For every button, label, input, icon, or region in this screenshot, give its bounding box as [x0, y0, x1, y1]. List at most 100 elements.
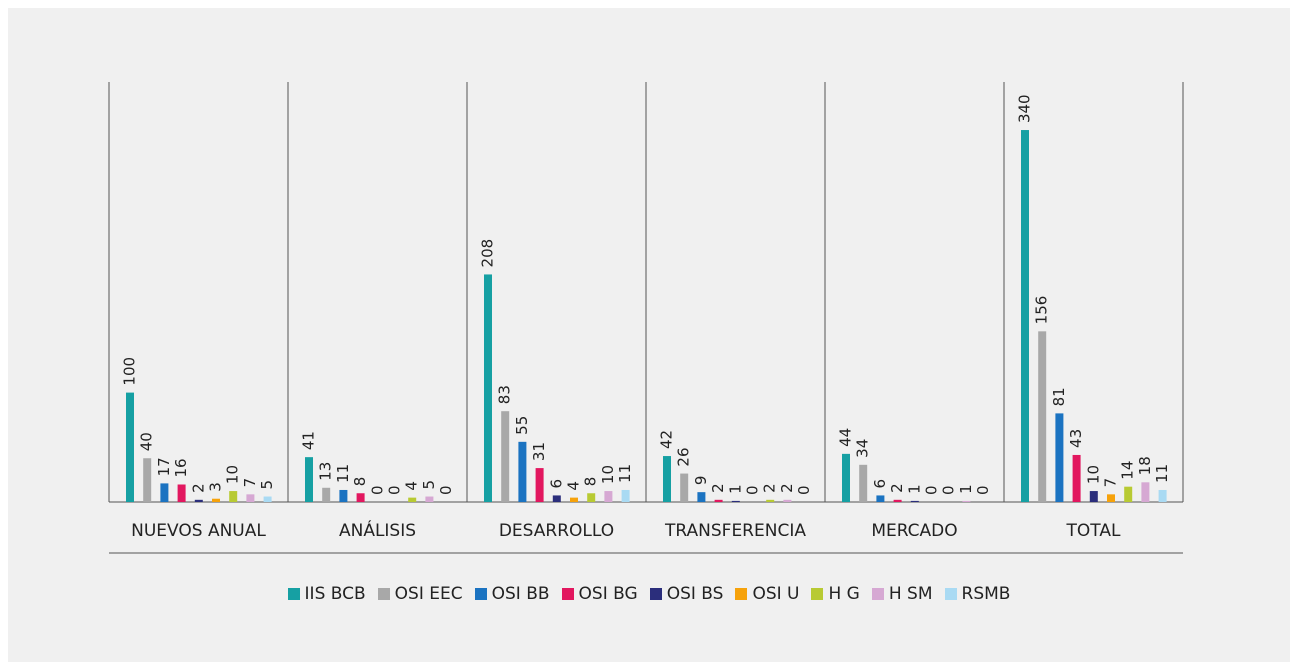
legend-item: RSMB	[944, 584, 1011, 604]
legend-swatch	[811, 588, 824, 600]
data-label: 34	[854, 439, 872, 458]
x-tick-label: ANÁLISIS	[339, 519, 416, 541]
bar	[680, 473, 689, 502]
data-label: 4	[565, 481, 583, 491]
bar	[229, 491, 238, 502]
data-label: 2	[761, 483, 779, 493]
data-label: 44	[837, 428, 855, 447]
legend-label: OSI BS	[666, 584, 724, 604]
data-label: 8	[582, 477, 600, 487]
data-label: 43	[1067, 429, 1085, 448]
legend-label: OSI EEC	[394, 584, 463, 604]
bar	[604, 491, 613, 502]
legend-swatch	[649, 588, 662, 600]
bar	[1038, 331, 1047, 502]
bar	[356, 493, 365, 502]
bar	[501, 411, 510, 502]
bar	[212, 498, 220, 502]
bar	[731, 500, 740, 502]
data-label: 18	[1136, 456, 1154, 475]
data-label: 6	[871, 479, 889, 489]
data-label: 5	[420, 480, 438, 490]
data-label: 81	[1050, 387, 1068, 406]
bar	[962, 500, 971, 502]
bar	[783, 499, 792, 502]
bar	[697, 492, 706, 502]
data-label: 14	[1119, 461, 1137, 480]
bar	[570, 497, 578, 502]
legend: IIS BCB OSI EEC OSI BB OSI BG OSI BS OSI U H G…	[0, 584, 1298, 604]
bar	[143, 458, 152, 502]
data-label: 0	[923, 485, 941, 495]
legend-item: H G	[811, 584, 860, 604]
data-label: 5	[258, 480, 276, 490]
data-label: 156	[1033, 296, 1051, 325]
legend-item: OSI BS	[649, 584, 724, 604]
legend-item: OSI U	[735, 584, 799, 604]
x-tick-label: DESARROLLO	[499, 521, 614, 541]
legend-label: RSMB	[961, 584, 1011, 604]
data-label: 13	[317, 462, 335, 481]
x-tick-label: TRANSFERENCIA	[664, 521, 806, 541]
legend-label: OSI U	[752, 584, 800, 604]
data-label: 7	[1102, 478, 1120, 488]
bar	[859, 464, 868, 502]
bar	[518, 441, 527, 502]
legend-swatch	[287, 588, 300, 600]
legend-swatch	[871, 588, 884, 600]
bar	[587, 493, 596, 502]
bar	[126, 392, 134, 502]
legend-label: IIS BCB	[304, 584, 366, 604]
data-label: 41	[300, 431, 318, 450]
data-label: 11	[334, 464, 352, 483]
bar	[322, 487, 331, 502]
legend-label: H G	[828, 584, 860, 604]
data-label: 2	[888, 483, 906, 493]
legend-swatch	[944, 588, 957, 600]
bar	[484, 274, 492, 502]
data-label: 0	[974, 485, 992, 495]
x-tick-label: NUEVOS ANUAL	[131, 521, 266, 541]
data-label: 1	[957, 484, 975, 494]
data-label: 40	[138, 432, 156, 451]
data-label: 11	[1153, 464, 1171, 483]
bar	[425, 496, 434, 502]
bar	[663, 456, 671, 502]
bar	[1072, 454, 1081, 502]
bar	[552, 495, 561, 502]
bar	[177, 484, 186, 502]
bar	[1089, 491, 1098, 502]
data-label: 4	[403, 481, 421, 491]
data-label: 0	[437, 485, 455, 495]
bar	[408, 497, 417, 502]
x-tick-label: TOTAL	[1066, 521, 1121, 541]
x-tick-label: MERCADO	[871, 521, 957, 541]
legend-label: OSI BG	[578, 584, 638, 604]
data-label: 42	[658, 430, 676, 449]
data-label: 10	[1084, 465, 1102, 484]
bar	[621, 489, 630, 502]
data-label: 0	[386, 485, 404, 495]
data-label: 9	[692, 476, 710, 486]
bar	[1107, 494, 1115, 502]
data-label: 208	[479, 239, 497, 268]
bar	[160, 483, 169, 502]
data-label: 8	[351, 477, 369, 487]
legend-item: OSI BG	[561, 584, 638, 604]
bar	[1124, 486, 1133, 502]
data-label: 10	[599, 465, 617, 484]
data-label: 0	[368, 485, 386, 495]
data-label: 6	[547, 479, 565, 489]
bar	[339, 489, 348, 502]
legend-item: IIS BCB	[287, 584, 366, 604]
data-label: 0	[940, 485, 958, 495]
data-label: 100	[121, 357, 139, 386]
bar	[876, 495, 885, 502]
bar	[1021, 130, 1029, 503]
bar	[766, 499, 775, 502]
bar	[535, 468, 544, 502]
bar	[246, 494, 255, 502]
legend-swatch	[377, 588, 390, 600]
